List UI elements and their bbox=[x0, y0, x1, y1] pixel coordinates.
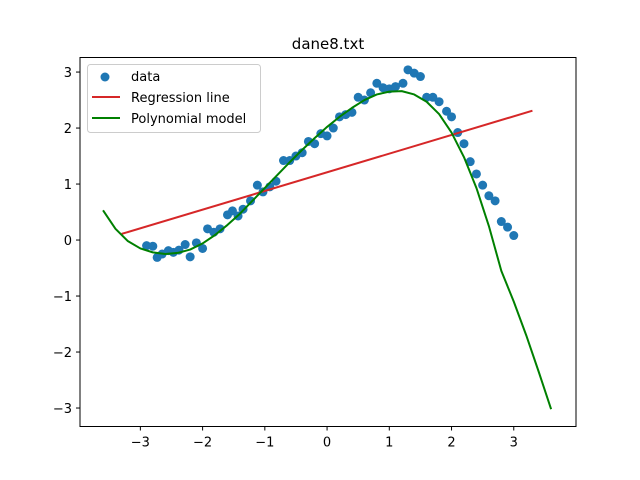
data-point bbox=[490, 196, 500, 206]
data-point bbox=[509, 231, 519, 241]
data-point bbox=[328, 123, 338, 133]
legend-label-polynomial: Polynomial model bbox=[131, 112, 246, 127]
legend: data Regression line Polynomial model bbox=[87, 64, 261, 133]
legend-label-data: data bbox=[131, 70, 160, 85]
legend-marker-data bbox=[100, 72, 110, 82]
y-tick-label: 0 bbox=[64, 234, 72, 249]
data-point bbox=[279, 156, 289, 166]
legend-label-regression: Regression line bbox=[131, 91, 230, 106]
data-point bbox=[496, 217, 506, 227]
y-tick-label: −3 bbox=[53, 402, 72, 417]
y-tick-label: 1 bbox=[64, 178, 72, 193]
legend-box bbox=[87, 64, 261, 133]
plot-area bbox=[102, 65, 553, 410]
y-tick-label: −2 bbox=[53, 346, 72, 361]
data-point bbox=[471, 169, 481, 179]
x-tick-label: −3 bbox=[131, 436, 150, 451]
axis-ticks: −3 −2 −1 0 1 2 3 −3 −2 −1 0 1 2 3 bbox=[53, 66, 518, 450]
y-tick-label: 3 bbox=[64, 66, 72, 81]
data-point bbox=[285, 156, 295, 166]
x-tick-label: 0 bbox=[323, 436, 331, 451]
data-point bbox=[428, 92, 438, 102]
x-tick-label: 1 bbox=[385, 436, 393, 451]
data-point bbox=[465, 157, 475, 167]
data-point bbox=[503, 222, 513, 232]
x-tick-label: 2 bbox=[447, 436, 455, 451]
data-point bbox=[447, 112, 457, 122]
x-tick-label: 3 bbox=[510, 436, 518, 451]
data-point bbox=[148, 241, 158, 251]
polynomial-model-line bbox=[102, 90, 553, 410]
data-point bbox=[434, 97, 444, 107]
data-point bbox=[180, 240, 190, 250]
y-tick-label: 2 bbox=[64, 122, 72, 137]
data-point bbox=[372, 78, 382, 88]
x-tick-label: −2 bbox=[193, 436, 212, 451]
x-tick-label: −1 bbox=[255, 436, 274, 451]
data-point bbox=[415, 72, 425, 82]
axes-frame bbox=[79, 57, 577, 427]
data-point bbox=[215, 224, 225, 234]
data-point bbox=[459, 139, 469, 149]
data-point bbox=[484, 191, 494, 201]
data-point bbox=[246, 196, 256, 206]
regression-line bbox=[121, 109, 533, 235]
data-point bbox=[478, 180, 488, 190]
data-point bbox=[322, 131, 332, 141]
y-tick-label: −1 bbox=[53, 290, 72, 305]
chart-title: dane8.txt bbox=[292, 35, 365, 53]
data-point bbox=[185, 252, 195, 262]
data-point bbox=[198, 243, 208, 253]
data-point bbox=[366, 88, 376, 98]
data-point bbox=[297, 148, 307, 158]
data-point bbox=[252, 180, 262, 190]
data-point bbox=[271, 176, 281, 186]
data-point bbox=[398, 78, 408, 88]
data-point bbox=[391, 82, 401, 92]
